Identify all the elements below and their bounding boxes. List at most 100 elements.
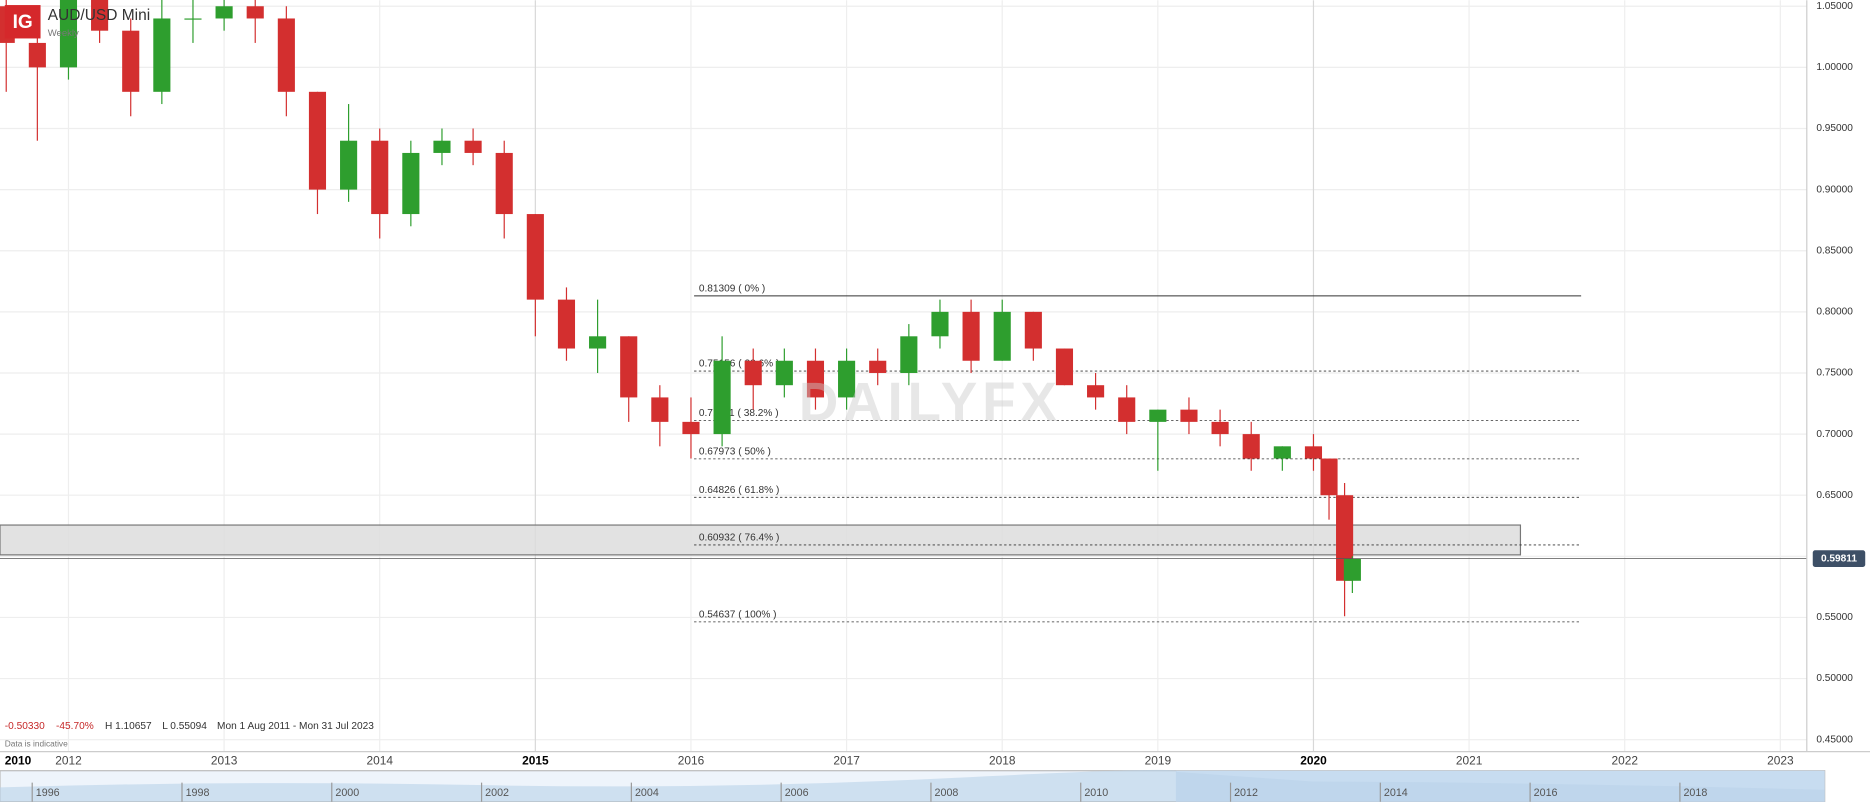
candle-body bbox=[775, 360, 793, 386]
candle-body bbox=[402, 152, 420, 215]
navigator-label: 1996 bbox=[36, 787, 60, 799]
support-zone bbox=[0, 524, 1522, 556]
candle-body bbox=[931, 311, 949, 337]
fib-label: 0.64826 ( 61.8% ) bbox=[699, 485, 780, 496]
candle-body bbox=[1118, 397, 1136, 422]
last-price-box bbox=[1812, 550, 1866, 567]
candle-body bbox=[526, 214, 544, 300]
candle-body bbox=[1149, 409, 1167, 422]
candle-body bbox=[869, 360, 887, 373]
y-tick-label: 0.55000 bbox=[1816, 612, 1853, 623]
y-tick-label: 1.00000 bbox=[1816, 62, 1853, 73]
fib-label: 0.54637 ( 100% ) bbox=[699, 609, 777, 620]
candle-body bbox=[28, 42, 46, 68]
navigator-label: 2012 bbox=[1234, 787, 1258, 799]
candle-body bbox=[277, 18, 295, 92]
note: Data is indicative bbox=[5, 739, 68, 749]
y-tick-label: 0.45000 bbox=[1816, 734, 1853, 745]
candle-body bbox=[495, 152, 513, 215]
x-tick-label: 2023 bbox=[1767, 753, 1794, 767]
y-tick-label: 0.80000 bbox=[1816, 307, 1853, 318]
candle-body bbox=[464, 140, 482, 153]
candle-body bbox=[806, 360, 825, 398]
y-tick-label: 0.90000 bbox=[1816, 184, 1853, 195]
fib-label: 0.71121 ( 38.2% ) bbox=[699, 408, 779, 419]
y-tick-label: 0.70000 bbox=[1816, 429, 1853, 440]
stat: -45.70% bbox=[56, 721, 94, 732]
chart-subtitle: Weekly bbox=[48, 28, 79, 39]
navigator-label: 2008 bbox=[935, 787, 959, 799]
candle-body bbox=[1273, 446, 1291, 459]
candle-body bbox=[59, 0, 78, 68]
candle-body bbox=[962, 311, 980, 361]
x-tick-label: 2022 bbox=[1611, 753, 1638, 767]
candle-body bbox=[838, 360, 856, 398]
candle-body bbox=[1087, 385, 1105, 398]
fib-label: 0.81309 ( 0% ) bbox=[699, 283, 765, 294]
navigator-label: 1998 bbox=[186, 787, 210, 799]
navigator-label: 2002 bbox=[485, 787, 509, 799]
candle-body bbox=[215, 6, 233, 19]
candle-body bbox=[993, 311, 1011, 361]
chart-title: AUD/USD Mini bbox=[48, 7, 150, 24]
navigator-label: 2014 bbox=[1384, 787, 1408, 799]
candle-body bbox=[1242, 434, 1260, 459]
stat: H 1.10657 bbox=[105, 721, 152, 732]
x-tick-label: 2014 bbox=[366, 753, 393, 767]
y-tick-label: 0.95000 bbox=[1816, 123, 1853, 134]
candle-body bbox=[589, 336, 607, 349]
stat: L 0.55094 bbox=[162, 721, 207, 732]
candle-body bbox=[682, 421, 700, 435]
candle-body bbox=[900, 336, 918, 373]
stats: -0.50330 -45.70% H 1.10657 L 0.55094 Mon 1 A… bbox=[5, 721, 375, 732]
x-tick-label: 2017 bbox=[833, 753, 860, 767]
x-tick-label: 2020 bbox=[1300, 753, 1327, 767]
y-tick-label: 0.65000 bbox=[1816, 490, 1853, 501]
plot: 0.81309 ( 0% ) 0.75156 ( 23.6% ) 0.71121 (… bbox=[0, 0, 1866, 623]
fib-label: 0.67973 ( 50% ) bbox=[699, 446, 771, 457]
logo-text: IG bbox=[13, 12, 33, 33]
candle-body bbox=[1211, 421, 1229, 435]
grid: 0.450000.500000.550000.600000.650000.700… bbox=[0, 0, 1853, 767]
candle-body bbox=[744, 360, 762, 386]
stat: -0.50330 bbox=[5, 721, 45, 732]
candle-body bbox=[184, 18, 202, 20]
logo bbox=[4, 5, 41, 39]
x-tick-label: 2019 bbox=[1145, 753, 1172, 767]
candle-body bbox=[371, 140, 389, 215]
candle-body bbox=[1343, 558, 1361, 581]
x-tick-label: 2013 bbox=[211, 753, 238, 767]
navigator-label: 2000 bbox=[335, 787, 359, 799]
fib-label: 0.60932 ( 76.4% ) bbox=[699, 532, 780, 543]
candle-body bbox=[713, 360, 731, 435]
candle-body bbox=[1304, 446, 1323, 459]
last-price-label: 0.59811 bbox=[1821, 553, 1857, 564]
candle-body bbox=[1180, 409, 1198, 422]
x-tick-label: 2018 bbox=[989, 753, 1016, 767]
watermark: DAILYFX bbox=[799, 370, 1062, 432]
navigator-area bbox=[0, 769, 1825, 802]
candle-body bbox=[1055, 348, 1074, 386]
fib-label: 0.75156 ( 23.6% ) bbox=[699, 359, 780, 370]
navigator-label: 2016 bbox=[1534, 787, 1558, 799]
candle-body bbox=[557, 299, 576, 349]
navigator-label: 2006 bbox=[785, 787, 809, 799]
candle-body bbox=[308, 91, 327, 190]
y-tick-label: 1.05000 bbox=[1816, 1, 1853, 12]
y-tick-label: 0.50000 bbox=[1816, 673, 1853, 684]
stat: Mon 1 Aug 2011 - Mon 31 Jul 2023 bbox=[217, 721, 374, 732]
x-tick-label: 2016 bbox=[678, 753, 705, 767]
y-tick-label: 0.85000 bbox=[1816, 245, 1853, 256]
x-tick-label: 2015 bbox=[522, 753, 549, 767]
candle-body bbox=[91, 0, 109, 31]
candle-body bbox=[1024, 311, 1042, 349]
candle-body bbox=[651, 397, 669, 422]
candle-body bbox=[1320, 458, 1338, 496]
candle-body bbox=[433, 140, 451, 153]
navigator-label: 2004 bbox=[635, 787, 659, 799]
candle-body bbox=[340, 140, 358, 190]
navigator-labels: 1996 1998 2000 2002 2004 2006 2008 2010 2012 2014… bbox=[31, 782, 1707, 802]
x-tick-label: 2021 bbox=[1456, 753, 1483, 767]
